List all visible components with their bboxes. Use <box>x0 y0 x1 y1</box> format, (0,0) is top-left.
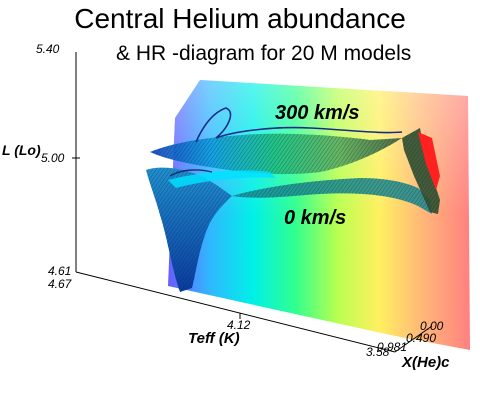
x-tick-label-mid: 4.12 <box>227 318 251 332</box>
z-tick-label-max: 0.981 <box>377 340 408 354</box>
z-axis-line <box>394 325 433 353</box>
y-tick-label-min: 4.61 <box>48 264 72 278</box>
surface-0kms-shelf-mesh <box>232 178 432 214</box>
surface-300kms-mesh <box>150 133 402 175</box>
x-axis-line <box>75 271 396 353</box>
x-tick-label-min: 4.67 <box>48 277 72 291</box>
x-axis-label: Teff (K) <box>188 330 240 347</box>
y-axis-label: L (Lo) <box>2 142 41 158</box>
x-tick-label-max: 3.58 <box>366 345 390 359</box>
z-tick-label-min: 0.00 <box>420 319 444 333</box>
z-axis-label: X(He)c <box>402 354 450 371</box>
z-tick-label-mid: 0.490 <box>406 331 437 345</box>
series-label-300kms: 300 km/s <box>275 102 360 124</box>
track-300kms <box>195 107 403 143</box>
chart-subtitle: & HR -diagram for 20 M models <box>116 42 412 65</box>
surface-right-sheet-mesh <box>402 128 440 214</box>
surface-cyan-band <box>168 170 276 188</box>
surface-red-tip <box>418 132 440 190</box>
y-tick-label-mid: 5.00 <box>41 151 65 165</box>
series-label-0kms: 0 km/s <box>284 207 347 229</box>
y-tick-label-max: 5.40 <box>36 42 60 56</box>
chart-title: Central Helium abundance <box>74 3 406 34</box>
surface-0kms-mesh <box>146 167 232 292</box>
track-0kms <box>169 169 213 177</box>
